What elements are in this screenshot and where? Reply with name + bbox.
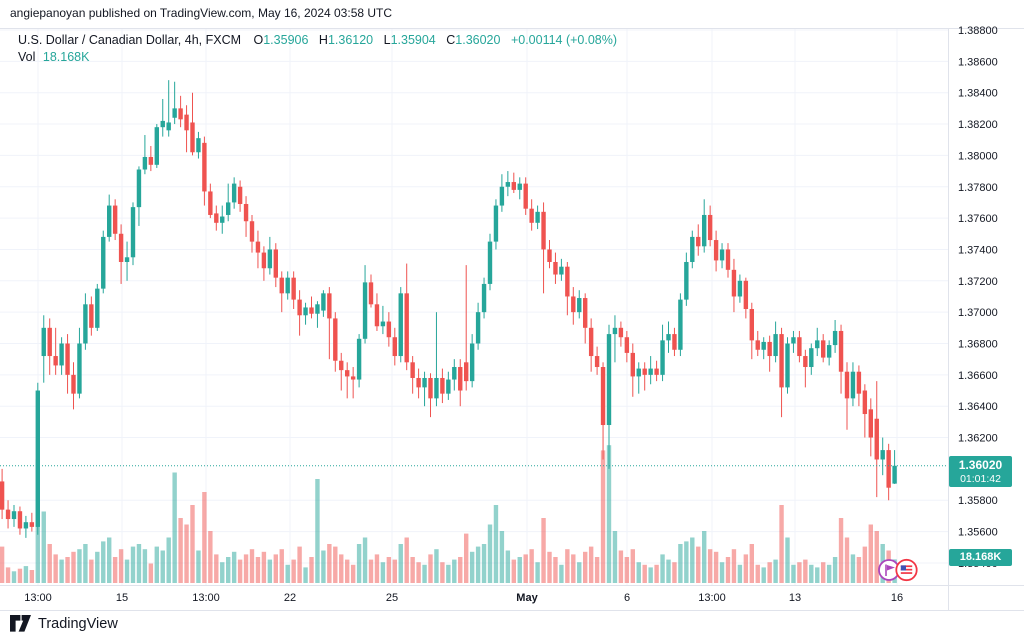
time-tick-label: 15 [116, 592, 128, 604]
price-tick-label: 1.38200 [958, 119, 998, 131]
price-tick-label: 1.36400 [958, 401, 998, 413]
pane-borders [0, 28, 1024, 611]
price-tick-label: 1.35600 [958, 527, 998, 539]
close-value: 1.36020 [455, 33, 501, 47]
time-tick-label: 16 [891, 592, 903, 604]
economic-event-flag-icon[interactable] [878, 559, 900, 581]
symbol-legend: U.S. Dollar / Canadian Dollar, 4h, FXCM … [18, 32, 617, 66]
price-axis-labels: 1.38800 1.38600 1.38400 1.38200 1.38000 1.378… [958, 25, 998, 570]
price-tick-label: 1.38800 [958, 25, 998, 37]
high-value: 1.36120 [327, 33, 374, 47]
candle-series [0, 80, 897, 538]
change-value: +0.00114 (+0.08%) [510, 33, 618, 47]
price-tick-label: 1.37400 [958, 244, 998, 256]
grid-lines [0, 28, 948, 585]
legend-row-volume: Vol 18.168K [18, 49, 617, 66]
high-label: H [318, 33, 328, 47]
price-tick-label: 1.36800 [958, 339, 998, 351]
price-scale-pane[interactable] [948, 28, 1024, 610]
time-tick-label: 13 [789, 592, 801, 604]
price-tick-label: 1.37000 [958, 307, 998, 319]
symbol-title: U.S. Dollar / Canadian Dollar, 4h, FXCM [18, 33, 242, 47]
current-price-value: 1.36020 [958, 458, 1003, 472]
price-tick-label: 1.38000 [958, 150, 998, 162]
time-tick-label: 13:00 [698, 592, 726, 604]
attribution-text: angiepanoyan published on TradingView.co… [10, 6, 393, 20]
us-flag-event-icon[interactable] [895, 558, 918, 582]
volume-label: Vol [18, 50, 36, 64]
price-tick-label: 1.37200 [958, 276, 998, 288]
current-price-badge: 1.36020 01:01:42 [949, 456, 1012, 487]
time-tick-label: 25 [386, 592, 398, 604]
time-tick-label: 13:00 [192, 592, 220, 604]
tradingview-logo-icon [10, 615, 31, 632]
time-tick-label: May [516, 592, 538, 604]
time-tick-label: 22 [284, 592, 296, 604]
volume-series [0, 445, 897, 583]
tradingview-logo-text: TradingView [38, 615, 118, 632]
volume-value: 18.168K [42, 50, 90, 64]
time-tick-label: 6 [624, 592, 630, 604]
price-tick-label: 1.36600 [958, 370, 998, 382]
price-tick-label: 1.36200 [958, 433, 998, 445]
bar-countdown-timer: 01:01:42 [960, 473, 1001, 485]
economic-events-markers[interactable] [875, 556, 921, 585]
price-tick-label: 1.35800 [958, 495, 998, 507]
low-value: 1.35904 [390, 33, 436, 47]
price-tick-label: 1.38400 [958, 88, 998, 100]
price-tick-label: 1.38600 [958, 56, 998, 68]
price-tick-label: 1.37800 [958, 182, 998, 194]
low-label: L [383, 33, 391, 47]
time-tick-label: 13:00 [24, 592, 52, 604]
current-volume-badge: 18.168K [949, 549, 1012, 566]
open-value: 1.35906 [263, 33, 309, 47]
time-axis-labels: 13:00 15 13:00 22 25 May 6 13:00 13 16 [24, 592, 903, 604]
tradingview-logo-link[interactable]: TradingView [10, 615, 118, 632]
price-tick-label: 1.37600 [958, 213, 998, 225]
close-label: C [446, 33, 456, 47]
time-scale-pane[interactable] [0, 585, 948, 610]
open-label: O [253, 33, 264, 47]
legend-row-ohlc: U.S. Dollar / Canadian Dollar, 4h, FXCM … [18, 32, 617, 49]
